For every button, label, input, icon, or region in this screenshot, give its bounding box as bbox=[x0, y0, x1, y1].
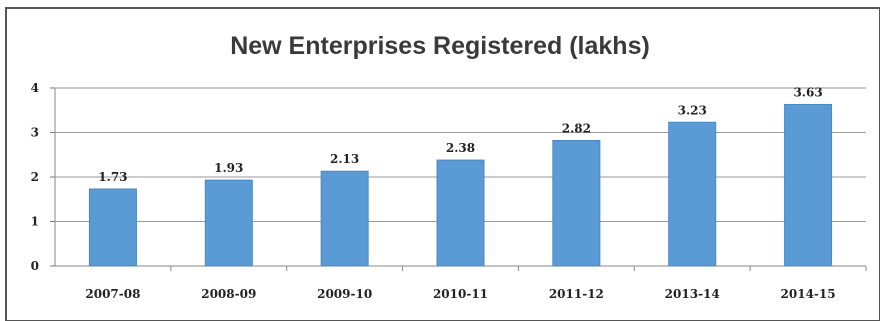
bars bbox=[88, 103, 833, 267]
data-label: 1.93 bbox=[214, 161, 243, 175]
data-label: 2.82 bbox=[562, 122, 591, 136]
y-tick-label: 1 bbox=[31, 215, 39, 229]
y-tick-label: 4 bbox=[31, 81, 39, 95]
data-label: 3.63 bbox=[793, 85, 822, 99]
category-label: 2008-09 bbox=[201, 287, 256, 301]
category-labels: 2007-08 2008-09 2009-10 2010-11 2011-12 2013-… bbox=[85, 287, 835, 301]
category-label: 2010-11 bbox=[433, 287, 488, 301]
y-tick-labels: 0 1 2 3 4 bbox=[31, 81, 39, 273]
category-label: 2011-12 bbox=[549, 287, 604, 301]
data-label: 2.13 bbox=[330, 152, 359, 166]
bar bbox=[320, 170, 369, 267]
bar bbox=[88, 188, 137, 267]
bar bbox=[668, 121, 717, 267]
bar bbox=[784, 103, 833, 267]
y-tick-label: 3 bbox=[31, 126, 39, 140]
bar bbox=[204, 179, 253, 267]
data-labels: 1.73 1.93 2.13 2.38 2.82 3.23 3.63 bbox=[98, 85, 822, 184]
category-label: 2013-14 bbox=[665, 287, 720, 301]
bar bbox=[552, 140, 601, 267]
y-tick-label: 0 bbox=[31, 259, 39, 273]
category-label: 2014-15 bbox=[781, 287, 836, 301]
data-label: 3.23 bbox=[678, 103, 707, 117]
data-label: 2.38 bbox=[446, 141, 475, 155]
data-label: 1.73 bbox=[98, 170, 127, 184]
y-tick-label: 2 bbox=[31, 170, 39, 184]
category-label: 2007-08 bbox=[85, 287, 140, 301]
chart-title: New Enterprises Registered (lakhs) bbox=[230, 32, 650, 60]
bar bbox=[436, 159, 485, 267]
category-label: 2009-10 bbox=[317, 287, 372, 301]
